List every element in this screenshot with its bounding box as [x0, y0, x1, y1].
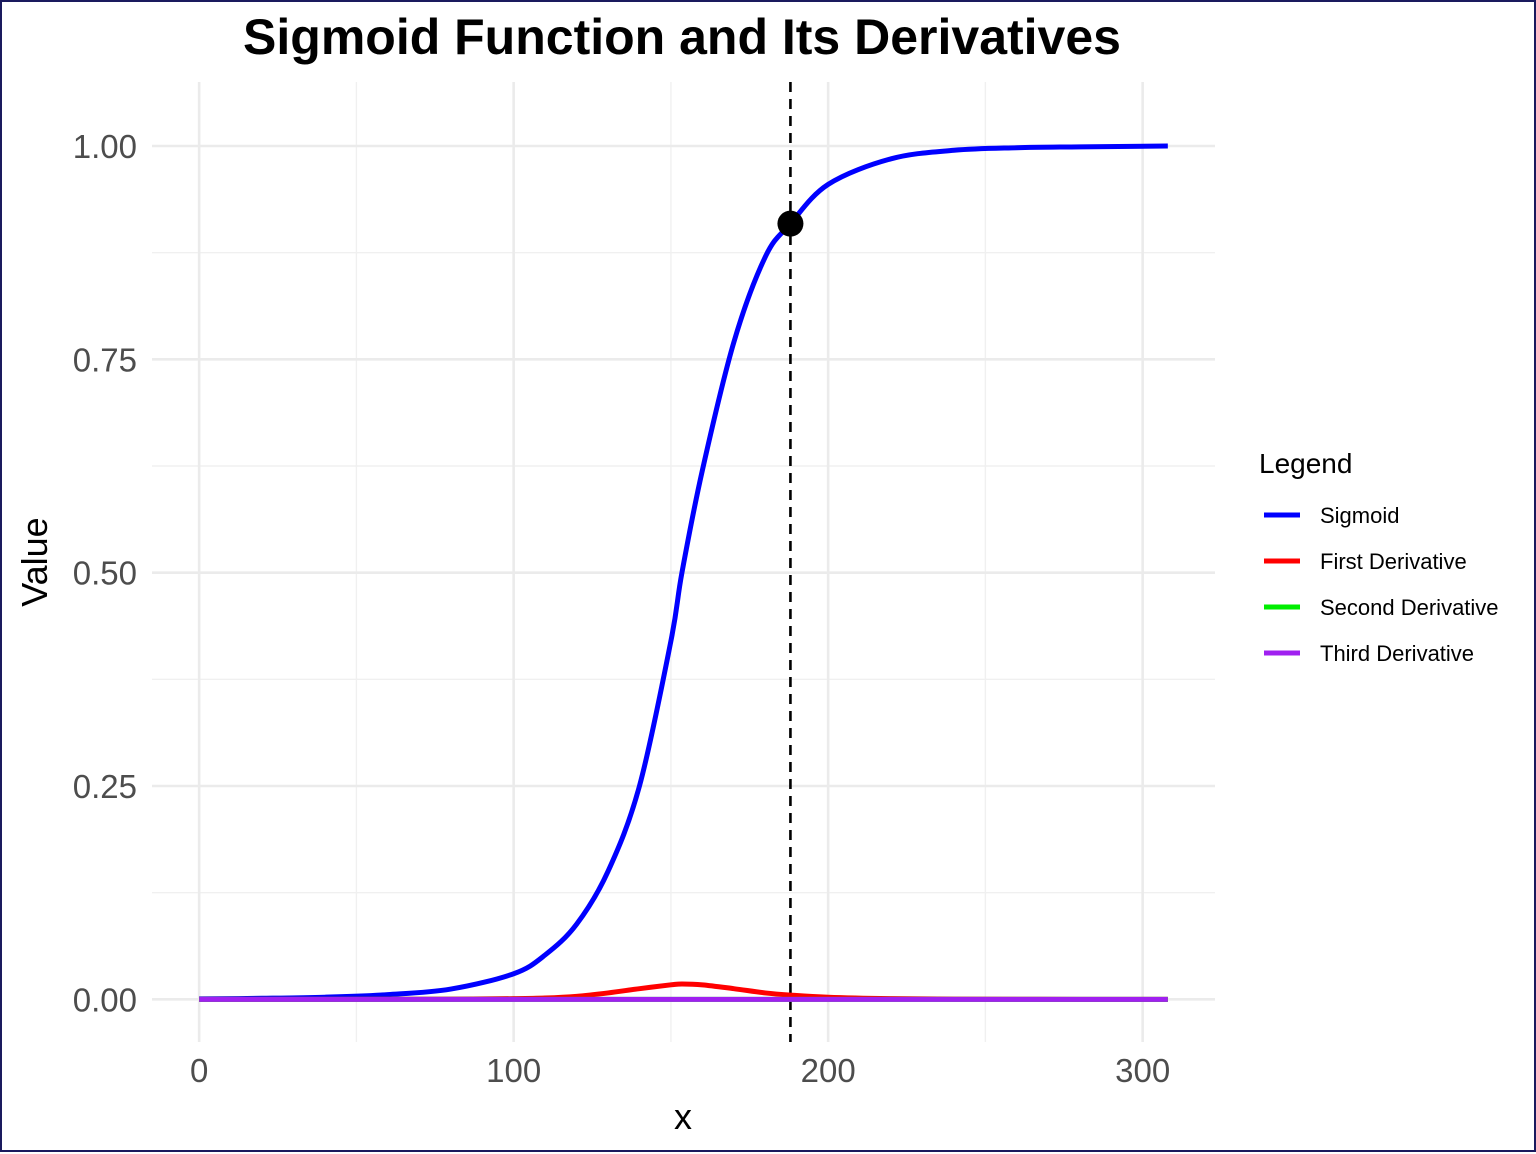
- x-axis-ticks: 0 100 200 300: [190, 1052, 1170, 1089]
- legend-items: Sigmoid First Derivative Second Derivative…: [1264, 503, 1499, 666]
- y-tick-label: 0.25: [73, 768, 137, 805]
- y-axis-ticks: 0.00 0.25 0.50 0.75 1.00: [73, 128, 137, 1018]
- legend-title: Legend: [1259, 448, 1352, 479]
- x-tick-label: 200: [801, 1052, 856, 1089]
- chart-title: Sigmoid Function and Its Derivatives: [243, 9, 1121, 65]
- legend-label-sigmoid: Sigmoid: [1320, 503, 1399, 528]
- y-tick-label: 0.75: [73, 341, 137, 378]
- x-axis-title: x: [674, 1096, 692, 1137]
- x-tick-label: 300: [1115, 1052, 1170, 1089]
- legend-label-second-derivative: Second Derivative: [1320, 595, 1499, 620]
- y-tick-label: 1.00: [73, 128, 137, 165]
- x-tick-label: 0: [190, 1052, 208, 1089]
- legend-label-third-derivative: Third Derivative: [1320, 641, 1474, 666]
- y-tick-label: 0.00: [73, 981, 137, 1018]
- series-lines: [199, 143, 1168, 1002]
- point-marks: [777, 210, 804, 237]
- sigmoid-line: [199, 143, 1168, 1002]
- highlight-point: [777, 210, 804, 237]
- legend: Legend Sigmoid First Derivative Second Der…: [1259, 448, 1499, 666]
- y-axis-title: Value: [14, 517, 55, 606]
- x-tick-label: 100: [486, 1052, 541, 1089]
- y-tick-label: 0.50: [73, 555, 137, 592]
- legend-label-first-derivative: First Derivative: [1320, 549, 1467, 574]
